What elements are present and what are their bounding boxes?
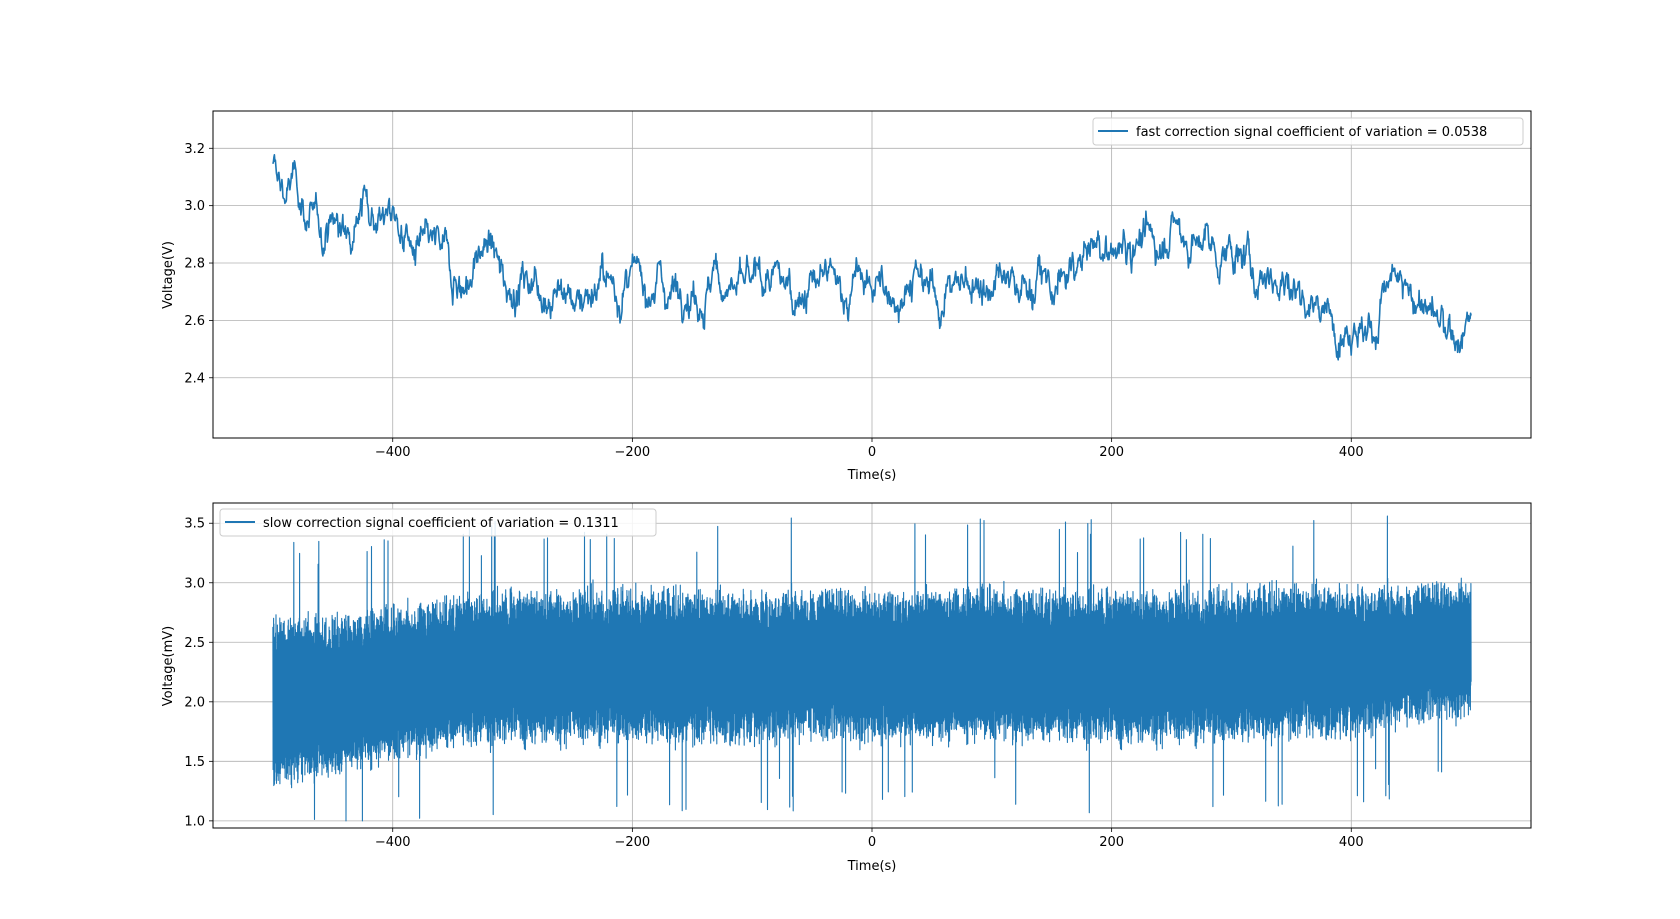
legend-entry-slow: slow correction signal coefficient of va… xyxy=(263,516,619,531)
x-tick-label: 200 xyxy=(1099,445,1124,460)
y-tick-label: 1.5 xyxy=(184,755,205,770)
x-tick-label: −400 xyxy=(375,835,411,850)
x-tick-label: −200 xyxy=(615,445,651,460)
x-axis-slow: −400 −200 0 200 400 xyxy=(375,828,1364,850)
subplot-fast: −400 −200 0 200 400 2.42.62.83.03.2 Time(s) … xyxy=(161,110,1532,483)
series-line-slow xyxy=(272,515,1472,822)
legend-entry-fast: fast correction signal coefficient of va… xyxy=(1136,125,1487,140)
x-tick-label: −400 xyxy=(375,445,411,460)
subplot-slow: −400 −200 0 200 400 1.0 1.5 2.0 2.5 3.0 3.5 Time(… xyxy=(161,502,1532,874)
grid-fast xyxy=(213,111,1531,438)
x-axis-label-slow: Time(s) xyxy=(847,859,897,874)
x-tick-label: 400 xyxy=(1339,445,1364,460)
x-tick-label: −200 xyxy=(615,835,651,850)
y-tick-label: 2.6 xyxy=(184,314,205,329)
y-tick-label: 2.4 xyxy=(184,371,205,386)
y-tick-label: 2.5 xyxy=(184,636,205,651)
y-axis-fast: 2.4 2.6 2.8 3.0 3.2 xyxy=(184,142,213,386)
y-tick-label: 3.0 xyxy=(184,199,205,214)
x-axis-fast: −400 −200 0 200 400 xyxy=(375,438,1364,460)
legend-box-fast xyxy=(1092,117,1524,146)
y-tick-label: 1.0 xyxy=(184,814,205,829)
legend-slow: slow correction signal coefficient of va… xyxy=(219,508,657,537)
y-tick-label: 3.2 xyxy=(184,142,205,157)
y-axis-label-slow: Voltage(mV) xyxy=(161,626,176,706)
legend-box-slow xyxy=(219,508,657,537)
x-tick-label: 0 xyxy=(868,445,876,460)
x-tick-label: 0 xyxy=(868,835,876,850)
series-line-fast xyxy=(272,154,1472,361)
y-tick-label: 3.0 xyxy=(184,576,205,591)
y-tick-label: 3.5 xyxy=(184,517,205,532)
x-tick-label: 400 xyxy=(1339,835,1364,850)
y-axis-label-fast: Voltage(V) xyxy=(161,241,176,309)
y-axis-slow: 1.0 1.5 2.0 2.5 3.0 3.5 xyxy=(184,517,213,829)
x-axis-label-fast: Time(s) xyxy=(847,468,897,483)
y-tick-label: 2.0 xyxy=(184,695,205,710)
plot-area-fast xyxy=(212,110,1532,439)
legend-fast: fast correction signal coefficient of va… xyxy=(1092,117,1524,146)
y-tick-label: 2.8 xyxy=(184,257,205,272)
x-tick-label: 200 xyxy=(1099,835,1124,850)
